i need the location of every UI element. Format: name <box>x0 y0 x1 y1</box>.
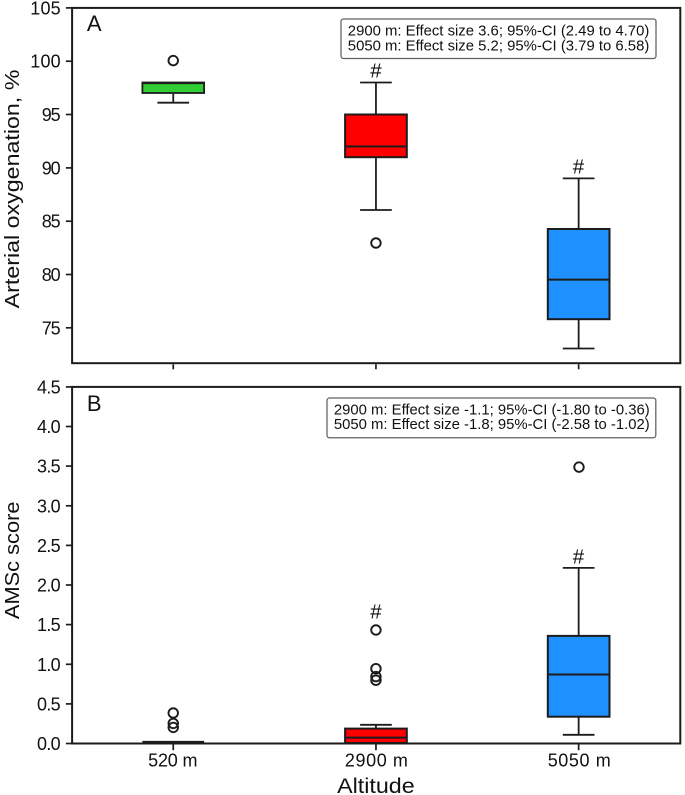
svg-text:#: # <box>370 601 382 624</box>
svg-text:85: 85 <box>42 212 61 232</box>
svg-text:4.5: 4.5 <box>37 377 61 397</box>
svg-text:520 m: 520 m <box>148 750 197 770</box>
svg-text:A: A <box>87 11 102 36</box>
svg-text:2900 m: Effect size -1.1; 95%-: 2900 m: Effect size -1.1; 95%-CI (-1.80 … <box>334 403 650 419</box>
svg-text:80: 80 <box>42 265 61 285</box>
svg-text:5050 m: 5050 m <box>548 750 611 770</box>
svg-text:#: # <box>370 60 382 83</box>
svg-text:B: B <box>87 391 102 416</box>
svg-text:5050 m: Effect size 5.2; 95%-C: 5050 m: Effect size 5.2; 95%-CI (3.79 to… <box>348 38 650 54</box>
svg-text:0.0: 0.0 <box>37 734 61 754</box>
svg-text:#: # <box>573 156 585 179</box>
svg-text:100: 100 <box>30 52 60 72</box>
svg-text:3.0: 3.0 <box>37 496 61 516</box>
svg-text:5050 m: Effect size -1.8; 95%-: 5050 m: Effect size -1.8; 95%-CI (-2.58 … <box>334 417 650 433</box>
svg-text:0.5: 0.5 <box>37 694 61 714</box>
svg-text:Arterial oxygenation, %: Arterial oxygenation, % <box>1 70 24 309</box>
svg-text:105: 105 <box>30 0 60 18</box>
svg-text:#: # <box>573 546 585 569</box>
svg-text:2900 m: Effect size 3.6; 95%-C: 2900 m: Effect size 3.6; 95%-CI (2.49 to… <box>348 24 650 40</box>
svg-text:2900 m: 2900 m <box>345 750 408 770</box>
svg-text:2.0: 2.0 <box>37 576 61 596</box>
svg-text:1.0: 1.0 <box>37 655 61 675</box>
svg-text:Altitude: Altitude <box>337 774 415 795</box>
svg-text:95: 95 <box>42 105 61 125</box>
svg-text:75: 75 <box>42 318 61 338</box>
svg-text:AMSc score: AMSc score <box>1 502 24 620</box>
svg-text:2.5: 2.5 <box>37 536 61 556</box>
svg-text:1.5: 1.5 <box>37 615 61 635</box>
svg-text:90: 90 <box>42 158 61 178</box>
svg-text:4.0: 4.0 <box>37 417 61 437</box>
svg-text:3.5: 3.5 <box>37 457 61 477</box>
